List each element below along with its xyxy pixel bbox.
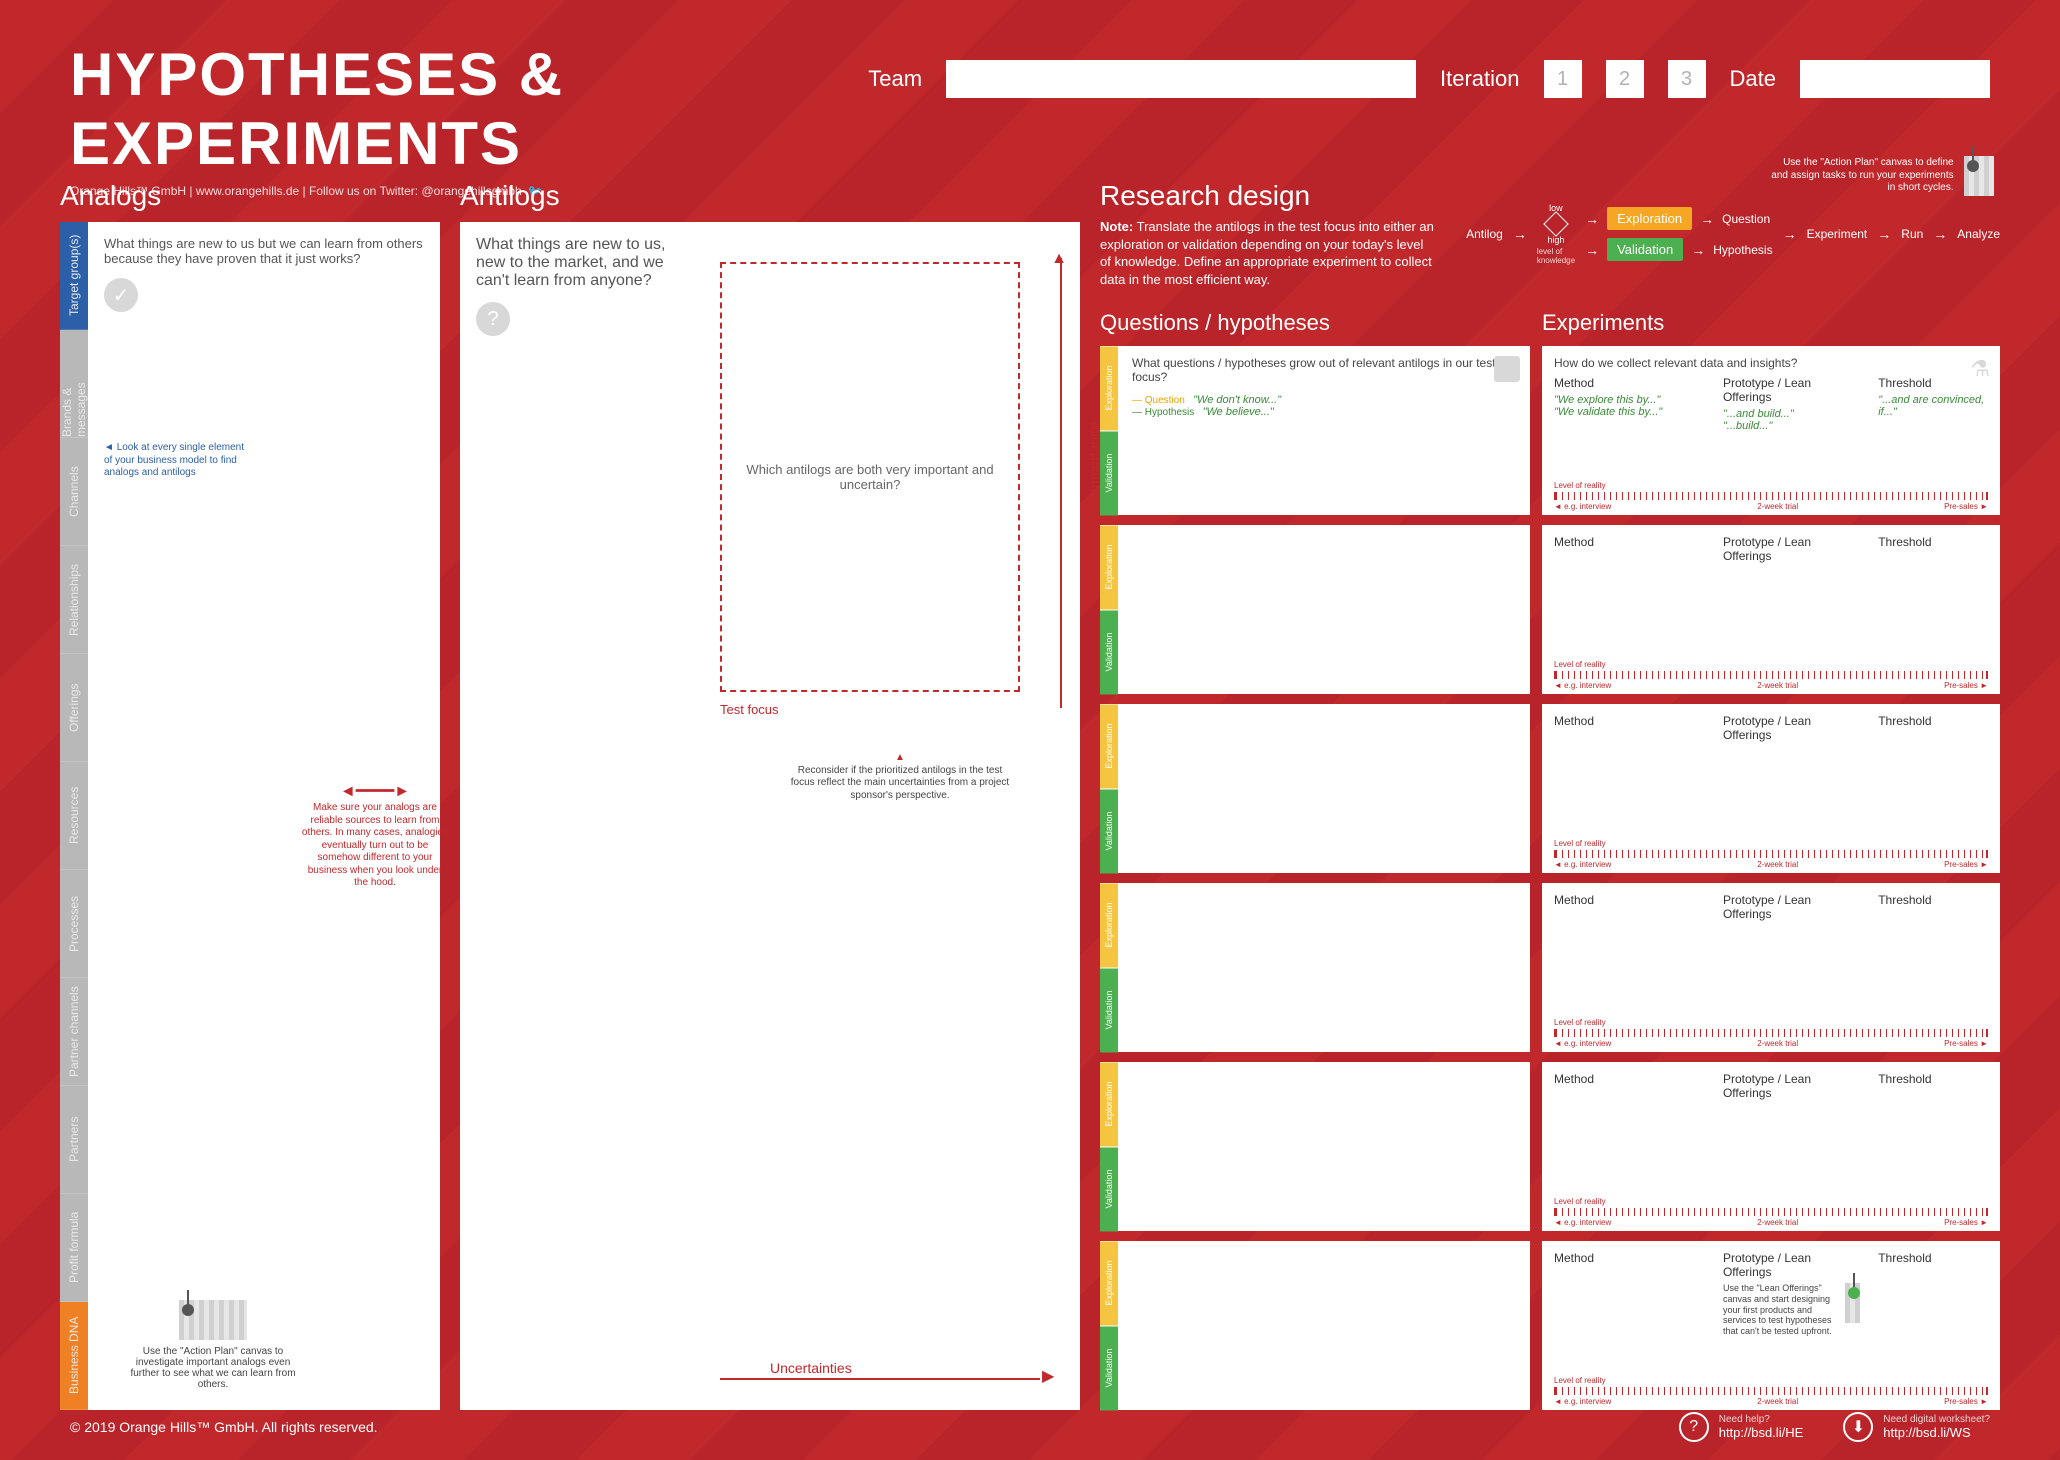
hint-reliable-sources: ◄━━━━► Make sure your analogs are reliab… [300,782,450,890]
test-focus-box: Which antilogs are both very important a… [720,262,1020,692]
bm-tab[interactable]: Relationships [60,546,88,654]
worksheet-link[interactable]: ⬇ Need digital worksheet?http://bsd.li/W… [1843,1412,1990,1442]
validation-tab: Validation [1100,610,1118,694]
page-title: HYPOTHESES & EXPERIMENTS [70,40,868,178]
experiment-cell[interactable]: Method Prototype / Lean Offerings Thresh… [1542,525,2000,694]
analogs-panel[interactable]: What things are new to us but we can lea… [88,222,440,1410]
header-fields: Team Iteration 1 2 3 Date [868,40,1990,98]
iteration-3[interactable]: 3 [1668,60,1706,98]
bm-tab[interactable]: Processes [60,870,88,978]
copyright: © 2019 Orange Hills™ GmbH. All rights re… [70,1419,378,1435]
exploration-tab: Exploration [1100,1062,1118,1146]
flask-icon: ⚗ [1970,356,1990,382]
download-icon: ⬇ [1843,1412,1873,1442]
bm-tab[interactable]: Business DNA [60,1302,88,1410]
validation-tag: Validation [1607,238,1683,261]
bm-tab[interactable]: Profit formula [60,1194,88,1302]
uncertainties-axis [720,1378,1040,1380]
team-label: Team [868,66,922,92]
iteration-label: Iteration [1440,66,1520,92]
exploration-tab: Exploration [1100,525,1118,609]
reality-scale: Level of reality ◄ e.g. interview2-week … [1554,839,1988,869]
question-cell[interactable]: Exploration Validation [1100,1241,1530,1410]
antilogs-panel[interactable]: What things are new to us, new to the ma… [460,222,1080,1410]
business-model-tabs: Target group(s)Brands & messagesChannels… [60,222,88,1410]
team-input[interactable] [946,60,1416,98]
question-cell[interactable]: Exploration Validation [1100,525,1530,694]
reality-scale: Level of reality ◄ e.g. interview2-week … [1554,1197,1988,1227]
exploration-tag: Exploration [1607,207,1692,230]
validation-tab: Validation [1100,968,1118,1052]
question-icon: ? [476,302,510,336]
bm-tab[interactable]: Target group(s) [60,222,88,330]
reality-scale: Level of reality ◄ e.g. interview2-week … [1554,1376,1988,1406]
date-label: Date [1730,66,1776,92]
iteration-1[interactable]: 1 [1544,60,1582,98]
analogs-column: Analogs Target group(s)Brands & messages… [60,180,440,1410]
question-cell[interactable]: Exploration Validation [1100,883,1530,1052]
help-icon: ? [1679,1412,1709,1442]
validation-tab: Validation [1100,789,1118,873]
validation-tab: Validation [1100,431,1118,515]
check-icon: ✓ [104,278,138,312]
help-link[interactable]: ? Need help?http://bsd.li/HE [1679,1412,1804,1442]
bm-tab[interactable]: Partner channels [60,978,88,1086]
experiment-cell[interactable]: Method Prototype / Lean Offerings Use th… [1542,1241,2000,1410]
importance-axis [1060,258,1062,708]
date-input[interactable] [1800,60,1990,98]
reality-scale: Level of reality ◄ e.g. interview2-week … [1554,481,1988,511]
experiment-cell[interactable]: How do we collect relevant data and insi… [1542,346,2000,515]
reality-scale: Level of reality ◄ e.g. interview2-week … [1554,660,1988,690]
question-cell[interactable]: Exploration Validation What questions / … [1100,346,1530,515]
test-focus-label: Test focus [720,702,779,717]
hint-action-plan-analogs: Use the "Action Plan" canvas to investig… [128,1300,298,1390]
experiments-heading: Experiments [1542,310,1664,336]
analogs-title: Analogs [60,180,440,212]
edit-icon [1494,356,1520,382]
hint-reconsider: ▲ Reconsider if the prioritized antilogs… [790,752,1010,802]
exploration-tab: Exploration [1100,346,1118,430]
research-title: Research design [1100,180,1436,212]
research-column: Research design Note: Translate the anti… [1100,180,2000,1410]
antilogs-title: Antilogs [460,180,1080,212]
questions-heading: Questions / hypotheses [1100,310,1530,336]
exploration-tab: Exploration [1100,883,1118,967]
analogs-prompt: What things are new to us but we can lea… [104,236,424,266]
action-plan-thumb-icon [179,1300,247,1340]
experiment-rows: Exploration Validation What questions / … [1100,346,2000,1410]
bm-tab[interactable]: Channels [60,438,88,546]
exploration-tab: Exploration [1100,704,1118,788]
experiment-cell[interactable]: Method Prototype / Lean Offerings Thresh… [1542,1062,2000,1231]
header: HYPOTHESES & EXPERIMENTS Orange Hills™ G… [0,0,2060,206]
research-note: Note: Translate the antilogs in the test… [1100,218,1436,288]
bm-tab[interactable]: Offerings [60,654,88,762]
antilogs-column: Antilogs What things are new to us, new … [460,180,1080,1410]
validation-tab: Validation [1100,1326,1118,1410]
experiment-cell[interactable]: Method Prototype / Lean Offerings Thresh… [1542,883,2000,1052]
bm-tab[interactable]: Resources [60,762,88,870]
reality-scale: Level of reality ◄ e.g. interview2-week … [1554,1018,1988,1048]
hint-look-elements: ◄ Look at every single element of your b… [104,442,244,480]
iteration-2[interactable]: 2 [1606,60,1644,98]
validation-tab: Validation [1100,1147,1118,1231]
uncertainties-label: Uncertainties [770,1360,852,1376]
question-cell[interactable]: Exploration Validation [1100,704,1530,873]
footer: © 2019 Orange Hills™ GmbH. All rights re… [70,1412,1990,1442]
lean-offerings-thumb-icon [1845,1283,1860,1323]
antilogs-prompt: What things are new to us, new to the ma… [476,236,676,290]
question-cell[interactable]: Exploration Validation [1100,1062,1530,1231]
research-flow-diagram: Antilog → low high level of knowledge → … [1466,180,2000,288]
exploration-tab: Exploration [1100,1241,1118,1325]
bm-tab[interactable]: Brands & messages [60,330,88,438]
decision-icon [1543,211,1568,236]
experiment-cell[interactable]: Method Prototype / Lean Offerings Thresh… [1542,704,2000,873]
bm-tab[interactable]: Partners [60,1086,88,1194]
